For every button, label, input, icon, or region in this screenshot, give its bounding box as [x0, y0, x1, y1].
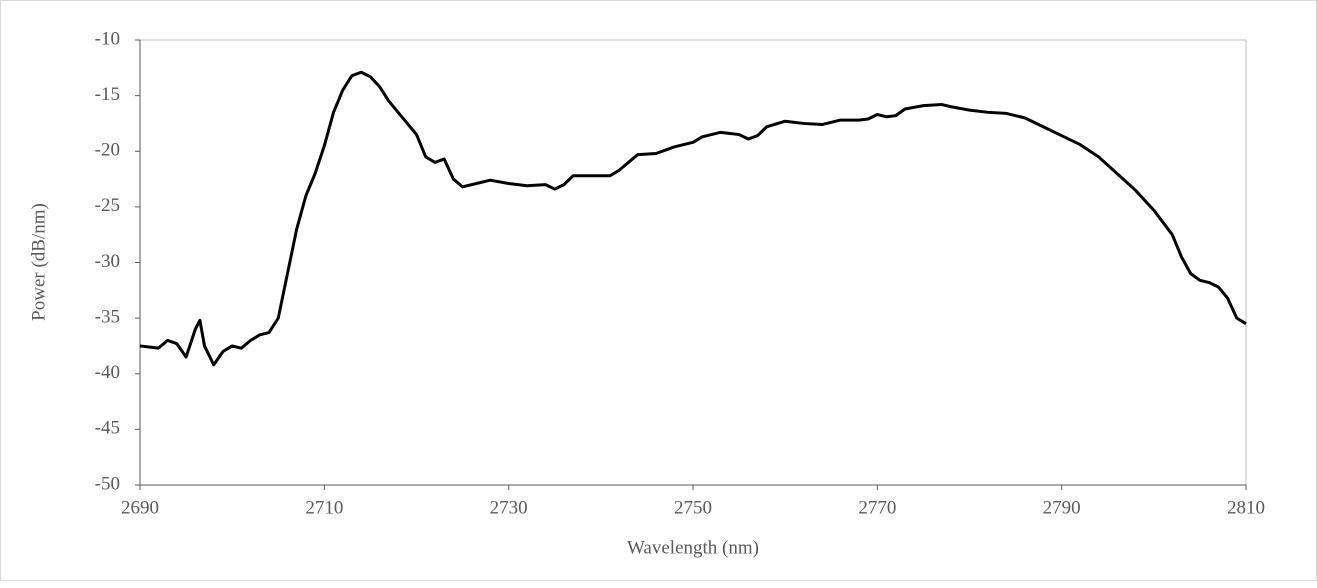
y-tick-label: -25: [95, 195, 120, 216]
x-tick-label: 2790: [1043, 497, 1081, 518]
x-tick-label: 2690: [121, 497, 159, 518]
y-tick-label: -45: [95, 418, 120, 439]
y-axis-label: Power (dB/nm): [28, 203, 49, 321]
data-line: [139, 70, 1247, 367]
y-tick-label: -50: [95, 473, 120, 494]
y-tick-label: -40: [95, 362, 120, 383]
y-tick-label: -20: [95, 140, 120, 161]
y-tick-label: -10: [95, 28, 120, 49]
x-tick-label: 2770: [858, 497, 896, 518]
x-tick-label: 2750: [674, 497, 712, 518]
x-tick-label: 2730: [490, 497, 528, 518]
y-tick-label: -35: [95, 306, 120, 327]
y-tick-label: -15: [95, 84, 120, 105]
x-axis-label: Wavelength (nm): [627, 537, 759, 558]
y-tick-label: -30: [95, 251, 120, 272]
x-tick-label: 2710: [305, 497, 343, 518]
plot-frame: [139, 39, 1247, 486]
x-tick-label: 2810: [1227, 497, 1265, 518]
